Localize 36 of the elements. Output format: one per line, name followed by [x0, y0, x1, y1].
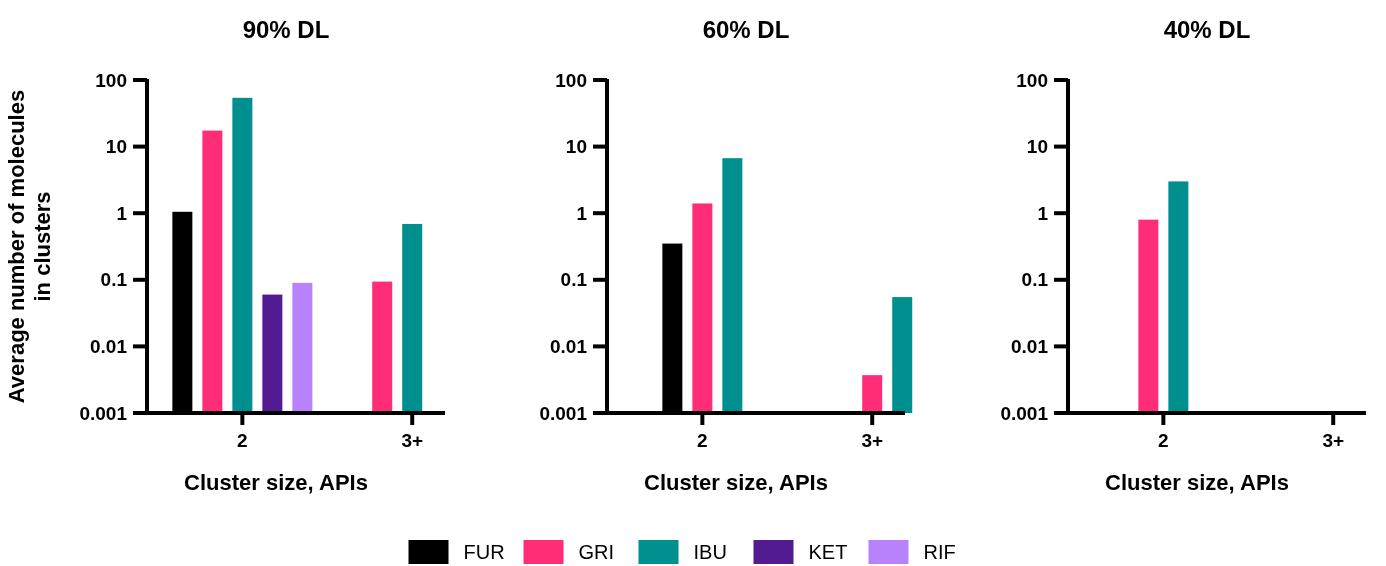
- chart-title: 90% DL: [242, 16, 330, 43]
- x-tick-label: 2: [697, 430, 708, 451]
- chart-title: 40% DL: [1163, 16, 1251, 43]
- y-axis-title: Average number of molecules in clusters: [3, 89, 56, 404]
- y-tick-label: 0.01: [90, 336, 128, 358]
- y-tick-label: 1: [116, 202, 128, 224]
- y-tick-label: 0.1: [560, 269, 588, 291]
- x-tick-label: 3+: [1322, 430, 1345, 451]
- x-tick-label: 3+: [401, 430, 424, 451]
- chart-title: 60% DL: [702, 16, 790, 43]
- y-tick-label: 1: [1037, 202, 1049, 224]
- y-tick-label: 0.001: [539, 402, 588, 424]
- y-tick-label: 10: [1026, 136, 1048, 158]
- y-tick-label: 100: [1016, 69, 1048, 91]
- x-tick-label: 2: [1158, 430, 1169, 451]
- x-tick-label: 3+: [861, 430, 884, 451]
- y-tick-label: 10: [105, 136, 127, 158]
- y-tick-label: 0.001: [79, 402, 128, 424]
- y-tick-label: 0.01: [1011, 336, 1049, 358]
- y-tick-label: 0.001: [1000, 402, 1049, 424]
- x-axis-title: Cluster size, APIs: [184, 470, 368, 495]
- y-tick-label: 100: [95, 69, 127, 91]
- legend-label: RIF: [923, 541, 956, 563]
- y-tick-label: 1: [576, 202, 588, 224]
- y-tick-label: 0.1: [1021, 269, 1049, 291]
- y-tick-label: 10: [565, 136, 587, 158]
- y-tick-label: 0.01: [550, 336, 588, 358]
- y-tick-label: 100: [555, 69, 587, 91]
- legend-label: IBU: [693, 541, 727, 563]
- x-tick-label: 2: [237, 430, 248, 451]
- legend-label: GRI: [578, 541, 615, 563]
- x-axis-title: Cluster size, APIs: [1105, 470, 1289, 495]
- x-axis-title: Cluster size, APIs: [644, 470, 828, 495]
- legend-label: KET: [808, 541, 848, 563]
- y-tick-label: 0.1: [100, 269, 128, 291]
- legend-label: FUR: [463, 541, 505, 563]
